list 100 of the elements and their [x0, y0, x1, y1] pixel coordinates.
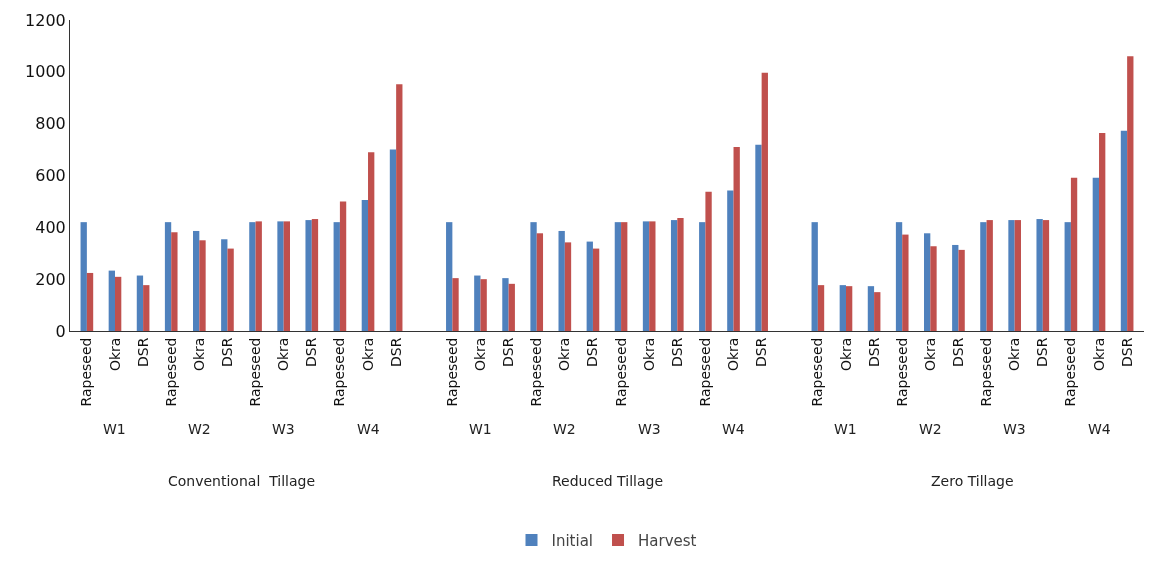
- y-tick-label: 800: [35, 114, 66, 134]
- legend-label: Initial: [551, 531, 594, 550]
- y-tick-label: 1200: [25, 10, 66, 30]
- y-tick-label: 400: [35, 217, 66, 237]
- bar: [396, 84, 403, 331]
- bar: [564, 242, 572, 331]
- x-tick-label: Rapeseed: [247, 337, 264, 407]
- x-tick-label: DSR: [1118, 337, 1135, 368]
- bar: [255, 221, 262, 331]
- x-tick-label: Rapeseed: [443, 337, 460, 407]
- bar: [642, 221, 650, 331]
- text: W3: [272, 421, 295, 437]
- bar: [621, 222, 628, 331]
- x-tick-label: DSR: [219, 337, 235, 368]
- bar: [1099, 133, 1106, 331]
- bar: [164, 222, 172, 331]
- bar: [452, 278, 459, 331]
- text: W4: [1088, 421, 1111, 437]
- text: W2: [919, 421, 942, 437]
- bar: [171, 232, 178, 331]
- x-tick-label: DSR: [865, 337, 882, 368]
- bar: [368, 152, 375, 331]
- x-tick-label: Rapeseed: [893, 337, 910, 407]
- x-tick-label: Okra: [359, 337, 376, 372]
- x-tick-label: Okra: [106, 337, 123, 372]
- x-tick-label: Okra: [1006, 337, 1023, 372]
- bar: [389, 149, 397, 331]
- bar: [586, 241, 593, 331]
- x-tick-label: Rapeseed: [331, 337, 348, 407]
- text: Conventional Tillage: [168, 473, 316, 489]
- x-tick-label: DSR: [753, 337, 770, 368]
- bar: [80, 222, 87, 331]
- x-tick-label: Rapeseed: [162, 337, 179, 407]
- text: W1: [103, 421, 126, 437]
- y-tick-label: 600: [35, 166, 66, 186]
- bar: [614, 222, 622, 331]
- bar: [227, 248, 234, 331]
- text: W1: [469, 421, 492, 437]
- bar: [114, 276, 122, 331]
- text: W3: [1003, 421, 1026, 437]
- bar: [136, 275, 144, 331]
- y-tick-label: 0: [55, 321, 66, 341]
- x-tick-label: Rapeseed: [1062, 337, 1079, 407]
- bar: [874, 292, 881, 331]
- bar: [311, 219, 319, 331]
- x-tick-label: Okra: [921, 337, 938, 372]
- bar: [502, 278, 509, 331]
- bar: [1064, 222, 1071, 331]
- bar: [755, 144, 762, 331]
- legend-label: Harvest: [638, 531, 697, 550]
- bar: [530, 222, 537, 331]
- text: W2: [188, 421, 211, 437]
- bar: [108, 270, 115, 331]
- x-tick-label: Okra: [190, 337, 207, 372]
- bar: [1092, 177, 1100, 331]
- bar: [817, 285, 825, 331]
- bar: [895, 222, 903, 331]
- bar: [199, 240, 206, 331]
- text: W1: [834, 421, 857, 437]
- bar: [980, 222, 987, 331]
- y-tick-label: 200: [35, 269, 66, 289]
- x-tick-label: Rapeseed: [696, 337, 713, 407]
- bar: [1014, 220, 1021, 331]
- x-tick-label: Okra: [725, 337, 742, 372]
- x-tick-label: Okra: [556, 337, 573, 372]
- bar: [333, 222, 340, 331]
- bar: [649, 221, 656, 331]
- bar: [536, 233, 544, 331]
- text: W2: [553, 421, 576, 437]
- x-tick-label: Rapeseed: [978, 337, 995, 407]
- bar: [705, 191, 712, 331]
- bar: [1042, 220, 1050, 331]
- bar: [86, 272, 94, 331]
- text: W4: [357, 421, 380, 437]
- x-tick-label: DSR: [500, 337, 517, 368]
- x-tick-label: DSR: [134, 337, 151, 368]
- bar: [558, 230, 565, 331]
- bar: [446, 222, 453, 331]
- bar: [277, 221, 284, 331]
- bar: [283, 221, 290, 331]
- bar: [305, 220, 312, 331]
- x-tick-label: Okra: [837, 337, 854, 372]
- x-tick-label: Rapeseed: [612, 337, 629, 407]
- bar: [1127, 56, 1134, 331]
- x-tick-label: Rapeseed: [78, 337, 95, 407]
- bar: [339, 201, 347, 331]
- bar: [193, 230, 200, 331]
- bar: [1036, 219, 1043, 331]
- bar: [1008, 220, 1015, 331]
- bar: [839, 285, 846, 331]
- x-tick-label: Rapeseed: [528, 337, 545, 407]
- bar: [670, 220, 678, 331]
- bar: [699, 222, 706, 331]
- bar: [986, 220, 993, 331]
- bar: [1120, 130, 1128, 331]
- bar: [508, 283, 515, 331]
- bar: [249, 222, 256, 331]
- bar: [902, 234, 909, 331]
- text: W3: [638, 421, 661, 437]
- x-tick-label: DSR: [949, 337, 966, 368]
